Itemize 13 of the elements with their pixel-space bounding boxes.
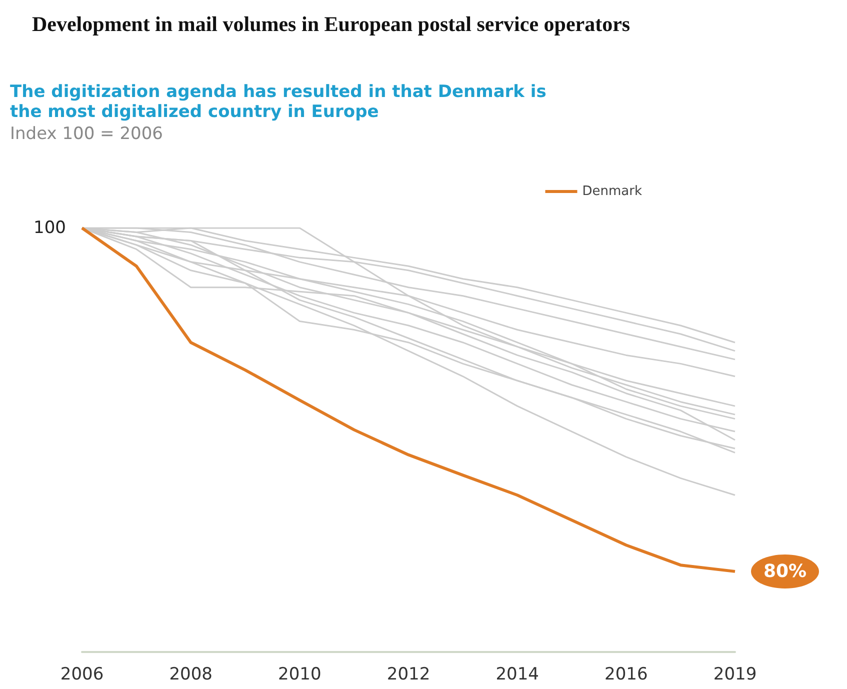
x-tick-label: 2014 bbox=[496, 664, 539, 684]
chart-subtitle: The digitization agenda has resulted in that Denmark is the most digitalized country in Europe bbox=[10, 82, 548, 122]
x-tick-label: 2019 bbox=[713, 664, 757, 684]
x-tick-label: 2006 bbox=[60, 664, 104, 684]
x-tick-label: 2016 bbox=[604, 664, 648, 684]
chart-title: Development in mail volumes in European postal service operators bbox=[32, 12, 630, 37]
x-tick-label: 2012 bbox=[386, 664, 430, 684]
x-tick-label: 2008 bbox=[169, 664, 212, 684]
annotation: 80% bbox=[763, 560, 807, 582]
annotation: 100 bbox=[34, 218, 66, 238]
x-tick-label: 2010 bbox=[278, 664, 322, 684]
text: Index 100 = 2006 bbox=[10, 124, 163, 144]
legend-label: Denmark bbox=[582, 184, 642, 199]
